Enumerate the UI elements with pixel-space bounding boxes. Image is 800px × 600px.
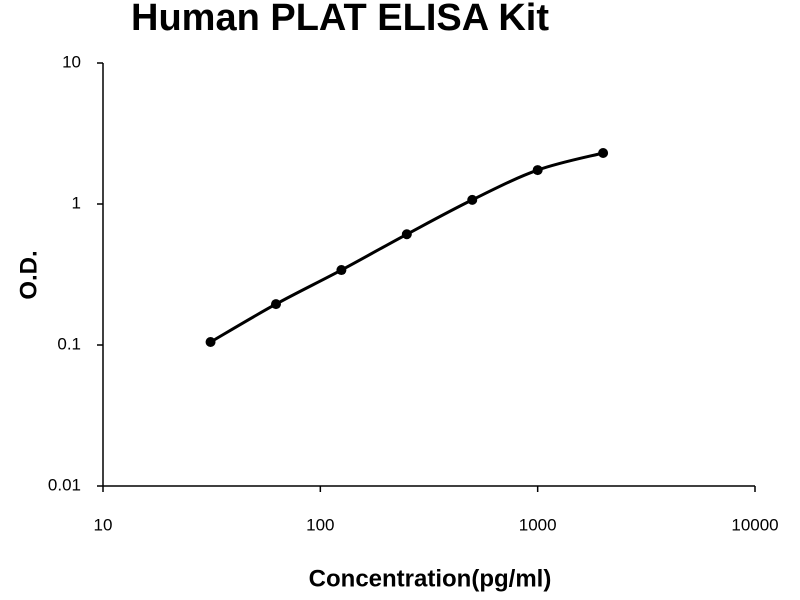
x-tick-label: 10 xyxy=(94,515,113,534)
y-tick-label: 1 xyxy=(72,193,81,212)
y-tick-label: 10 xyxy=(62,52,81,71)
y-axis-label: O.D. xyxy=(15,250,42,299)
data-point xyxy=(336,265,347,276)
data-point xyxy=(467,194,478,205)
data-point xyxy=(532,165,543,176)
data-point xyxy=(598,147,609,158)
x-axis-label: Concentration(pg/ml) xyxy=(309,565,552,592)
x-tick-label: 10000 xyxy=(731,515,778,534)
chart-title: Human PLAT ELISA Kit xyxy=(131,0,549,39)
data-point xyxy=(401,229,412,240)
y-tick-label: 0.1 xyxy=(57,334,81,353)
x-tick-label: 1000 xyxy=(519,515,557,534)
data-point xyxy=(205,337,216,348)
x-tick-label: 100 xyxy=(306,515,334,534)
y-tick-label: 0.01 xyxy=(48,475,81,494)
data-point xyxy=(270,299,281,310)
